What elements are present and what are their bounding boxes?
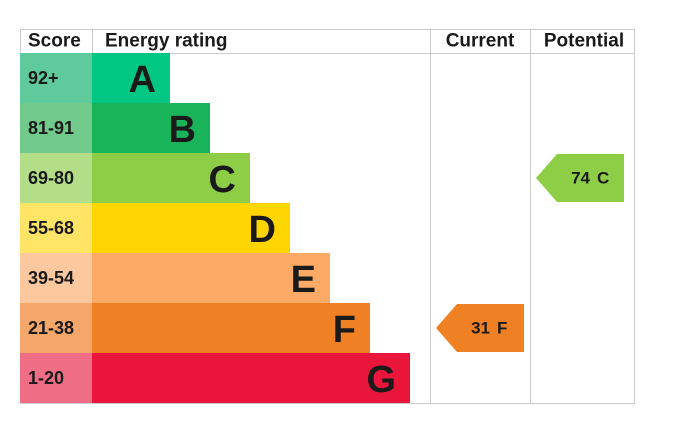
rating-bar [92, 103, 210, 153]
score-cell [20, 303, 92, 353]
rating-letter: C [209, 159, 236, 201]
rating-bar [92, 303, 370, 353]
rating-bar [92, 253, 330, 303]
score-label: 1-20 [28, 368, 64, 388]
header-potential: Potential [544, 31, 624, 52]
score-cell [20, 153, 92, 203]
current-arrow [436, 304, 524, 352]
rating-bar [92, 53, 170, 103]
score-label: 69-80 [28, 168, 74, 188]
header-rating: Energy rating [105, 31, 227, 52]
score-label: 39-54 [28, 268, 74, 288]
current-letter: F [497, 319, 507, 338]
rating-letter: B [169, 109, 196, 151]
score-label: 21-38 [28, 318, 74, 338]
current-value: 31 [471, 319, 490, 338]
rating-letter: E [291, 259, 316, 301]
potential-letter: C [597, 169, 609, 188]
potential-arrow [536, 154, 624, 202]
header-current: Current [446, 31, 515, 52]
rating-bar [92, 203, 290, 253]
score-cell [20, 353, 92, 403]
score-label: 81-91 [28, 118, 74, 138]
rating-letter: F [333, 309, 356, 351]
header-score: Score [28, 31, 81, 52]
potential-value: 74 [571, 169, 590, 188]
rating-bar [92, 353, 410, 403]
score-cell [20, 203, 92, 253]
score-cell [20, 103, 92, 153]
rating-letter: A [129, 59, 156, 101]
score-label: 92+ [28, 68, 59, 88]
score-label: 55-68 [28, 218, 74, 238]
rating-letter: D [249, 209, 276, 251]
score-cell [20, 53, 92, 103]
rating-letter: G [366, 359, 396, 401]
rating-bar [92, 153, 250, 203]
score-cell [20, 253, 92, 303]
